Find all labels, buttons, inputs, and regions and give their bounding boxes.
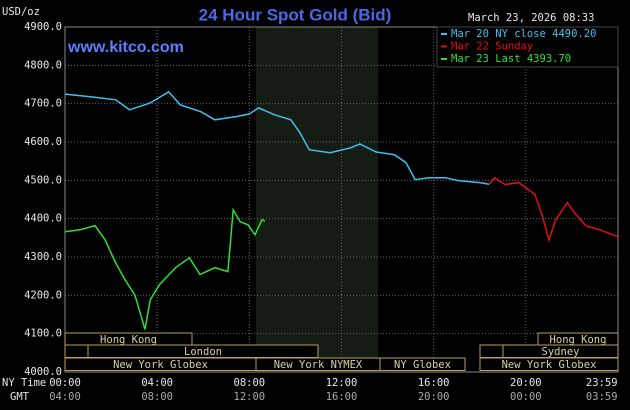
y-tick-label: 4000.0 — [24, 366, 62, 378]
x-tick-label: 20:00 — [510, 377, 542, 389]
y-tick-label: 4300.0 — [24, 251, 62, 263]
y-tick-label: 4600.0 — [24, 136, 62, 148]
x2-tick-label: 12:00 — [234, 391, 266, 403]
x-tick-label: 04:00 — [141, 377, 173, 389]
y-tick-label: 4700.0 — [24, 98, 62, 110]
session-label: Sydney — [542, 346, 580, 358]
legend-label: Mar 23 Last 4393.70 — [451, 53, 571, 65]
legend-label: Mar 22 Sunday — [451, 41, 533, 53]
y-tick-label: 4800.0 — [24, 59, 62, 71]
session-label: New York Globex — [113, 359, 208, 371]
session-label: London — [184, 346, 222, 358]
session-box — [64, 344, 89, 358]
x2-tick-label: 08:00 — [141, 391, 173, 403]
session-label: Hong Kong — [550, 334, 607, 346]
price-line — [488, 176, 619, 243]
timestamp: March 23, 2026 08:33 — [468, 12, 594, 24]
x2-tick-label: 16:00 — [326, 391, 358, 403]
y-tick-label: 4900.0 — [24, 21, 62, 33]
x-tick-label: 12:00 — [326, 377, 358, 389]
session-box — [379, 357, 466, 371]
session-label: New York Globex — [502, 359, 597, 371]
market-shade — [256, 27, 378, 372]
y-tick-label: 4400.0 — [24, 213, 62, 225]
x-tick-label: 08:00 — [234, 377, 266, 389]
legend-label: Mar 20 NY close 4490.20 — [451, 28, 596, 40]
x-axis-label: NY Time — [2, 377, 46, 389]
price-line — [64, 90, 490, 185]
session-box — [479, 357, 619, 371]
price-line — [64, 207, 266, 330]
x2-tick-label: 04:00 — [49, 391, 81, 403]
session-label: New York NYMEX — [274, 359, 363, 371]
y-tick-label: 4500.0 — [24, 174, 62, 186]
y-tick-label: 4100.0 — [24, 328, 62, 340]
y-axis-label: USD/oz — [2, 6, 40, 18]
session-label: NY Globex — [394, 359, 451, 371]
x-tick-label: 16:00 — [418, 377, 450, 389]
plot-frame — [64, 26, 619, 373]
x2-axis-label: GMT — [10, 391, 30, 403]
chart-title: 24 Hour Spot Gold (Bid) — [199, 5, 392, 24]
x2-tick-label: 20:00 — [418, 391, 450, 403]
website: www.kitco.com — [67, 39, 184, 56]
x2-tick-label: 00:00 — [510, 391, 542, 403]
session-box — [479, 344, 504, 358]
session-label: Hong Kong — [100, 334, 157, 346]
y-tick-label: 4200.0 — [24, 289, 62, 301]
x-tick-label: 23:59 — [586, 377, 618, 389]
x-tick-label: 00:00 — [49, 377, 81, 389]
x2-tick-label: 03:59 — [586, 391, 618, 403]
legend-box — [436, 26, 619, 68]
